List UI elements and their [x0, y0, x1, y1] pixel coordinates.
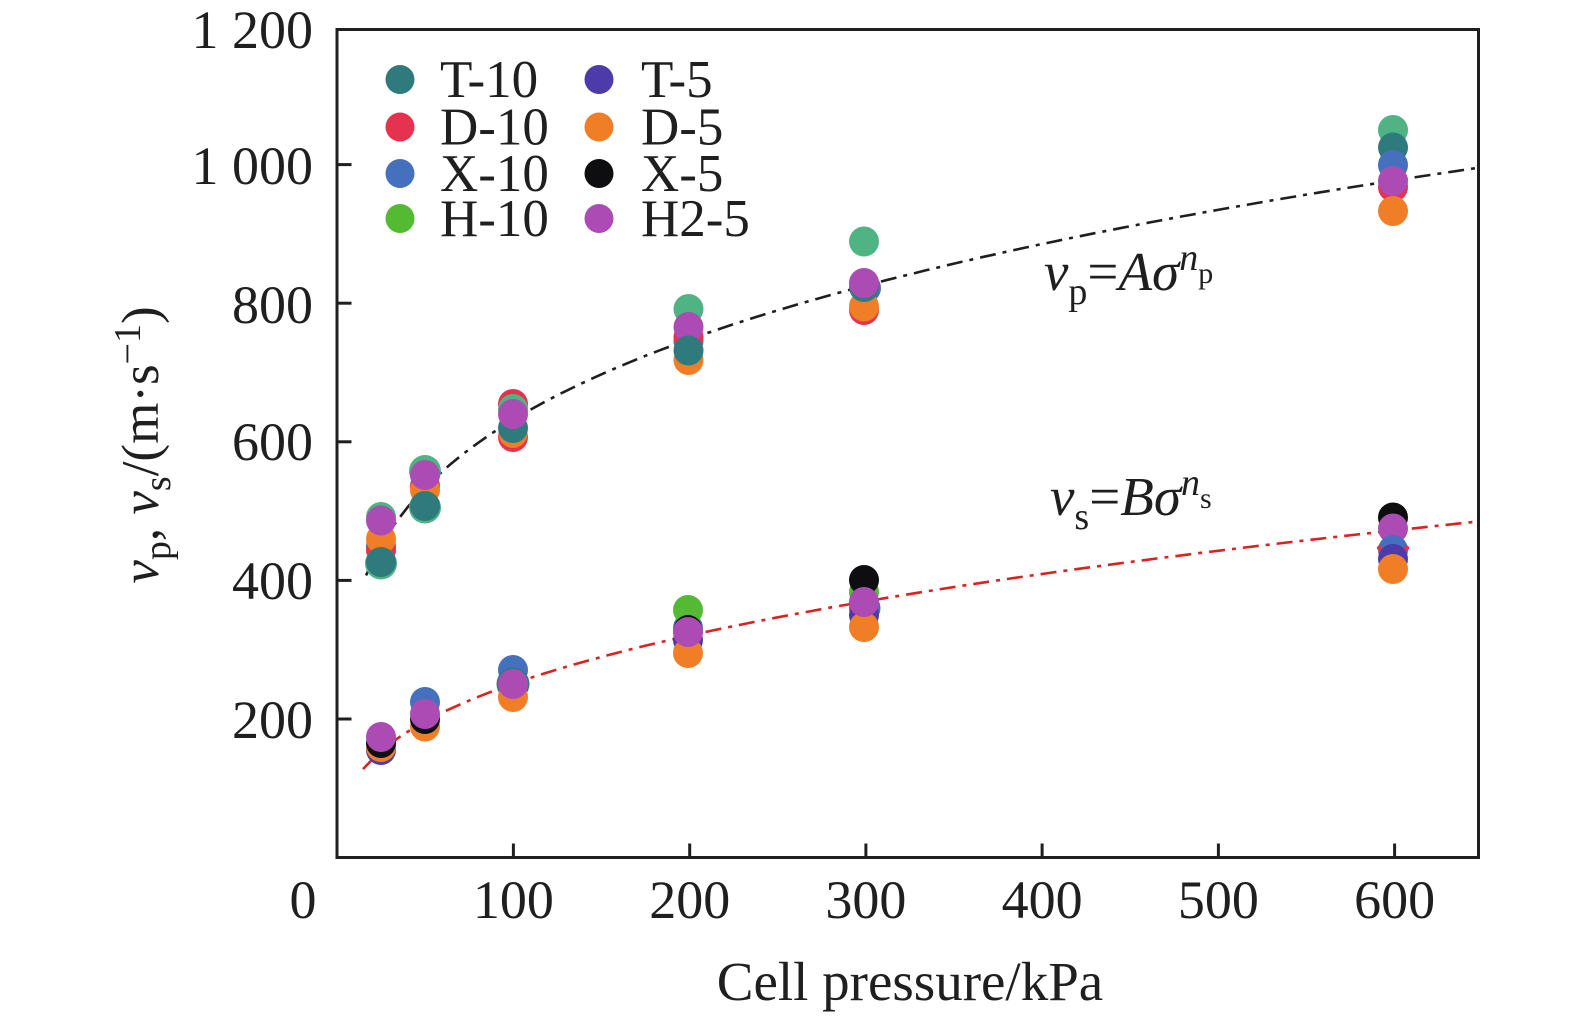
- svg-text:H-10: H-10: [440, 190, 549, 248]
- svg-text:200: 200: [232, 690, 313, 750]
- svg-text:400: 400: [232, 551, 313, 611]
- svg-text:600: 600: [232, 412, 313, 472]
- svg-text:0: 0: [290, 870, 317, 930]
- svg-text:1 000: 1 000: [192, 136, 314, 196]
- svg-text:H2-5: H2-5: [641, 190, 750, 248]
- svg-text:Cell pressure/kPa: Cell pressure/kPa: [717, 951, 1103, 1012]
- svg-text:500: 500: [1178, 870, 1259, 930]
- svg-text:200: 200: [649, 870, 730, 930]
- svg-text:X-5: X-5: [641, 145, 723, 203]
- svg-text:vp, vs/(m·s−1): vp, vs/(m·s−1): [107, 306, 179, 583]
- svg-text:T-10: T-10: [440, 51, 538, 109]
- svg-text:800: 800: [232, 275, 313, 335]
- svg-text:1 200: 1 200: [192, 0, 314, 60]
- svg-text:X-10: X-10: [440, 145, 549, 203]
- svg-text:600: 600: [1354, 870, 1435, 930]
- svg-text:T-5: T-5: [641, 51, 713, 109]
- svg-text:300: 300: [825, 870, 906, 930]
- svg-text:D-10: D-10: [440, 99, 549, 157]
- svg-text:100: 100: [473, 870, 554, 930]
- svg-text:D-5: D-5: [641, 99, 723, 157]
- svg-text:400: 400: [1002, 870, 1083, 930]
